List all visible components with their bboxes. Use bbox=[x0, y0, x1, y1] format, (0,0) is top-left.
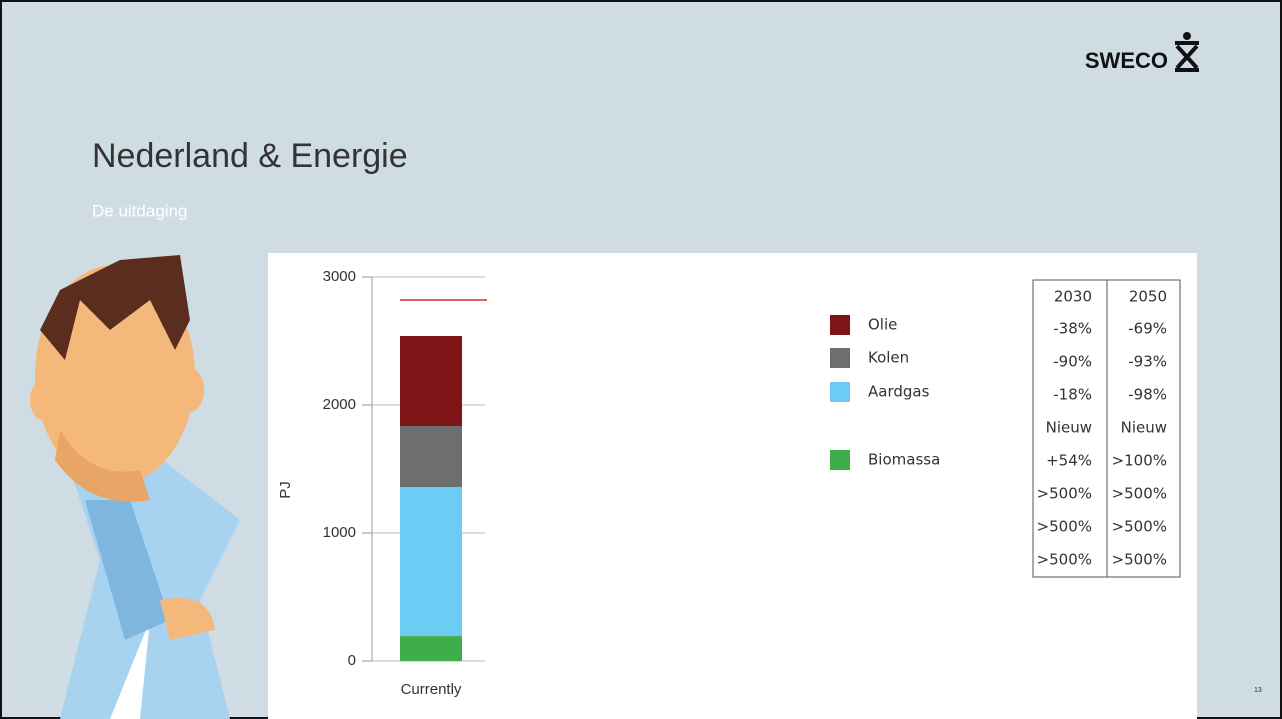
table-header: 2050 bbox=[1129, 288, 1167, 306]
table-cell: -98% bbox=[1128, 386, 1167, 404]
y-tick-label: 2000 bbox=[323, 396, 356, 413]
table-cell: -93% bbox=[1128, 353, 1167, 371]
legend-label: Olie bbox=[868, 316, 897, 334]
table-cell: Nieuw bbox=[1121, 419, 1167, 437]
slide-title: Nederland & Energie bbox=[92, 137, 408, 175]
table-cell: -90% bbox=[1053, 353, 1092, 371]
table-cell: -18% bbox=[1053, 386, 1092, 404]
legend-label: Kolen bbox=[868, 349, 909, 367]
legend-swatch bbox=[830, 382, 850, 402]
logo: SWECO bbox=[1085, 48, 1168, 73]
legend-label: Aardgas bbox=[868, 383, 930, 401]
bar-segment bbox=[400, 487, 462, 637]
bar-segment bbox=[400, 636, 462, 661]
chart: 0 1000 2000 3000 PJ Currently Olie Kolen Aardgas… bbox=[277, 268, 1181, 698]
table-cell: >500% bbox=[1112, 551, 1167, 569]
character-illustration bbox=[30, 255, 240, 719]
legend-swatch bbox=[830, 315, 850, 335]
page-number: 13 bbox=[1254, 687, 1262, 694]
table-cell: >500% bbox=[1037, 485, 1092, 503]
legend-swatch bbox=[830, 450, 850, 470]
y-axis-label: PJ bbox=[277, 481, 294, 499]
y-tick-label: 3000 bbox=[323, 268, 356, 285]
y-tick-label: 1000 bbox=[323, 524, 356, 541]
y-tick-label: 0 bbox=[348, 652, 356, 669]
slide-subtitle: De uitdaging bbox=[92, 201, 187, 220]
table-cell: -38% bbox=[1053, 320, 1092, 338]
table-cell: -69% bbox=[1128, 320, 1167, 338]
table-header: 2030 bbox=[1054, 288, 1092, 306]
bar-segment bbox=[400, 425, 462, 488]
legend-swatch bbox=[830, 348, 850, 368]
table-cell: Nieuw bbox=[1046, 419, 1092, 437]
table-cell: >500% bbox=[1112, 518, 1167, 536]
table-cell: >100% bbox=[1112, 452, 1167, 470]
table-cell: >500% bbox=[1112, 485, 1167, 503]
table-cell: >500% bbox=[1037, 518, 1092, 536]
table-cell: >500% bbox=[1037, 551, 1092, 569]
logo-icon bbox=[1175, 32, 1199, 72]
bar-segment bbox=[400, 336, 462, 426]
table-cell: +54% bbox=[1046, 452, 1092, 470]
legend-label: Biomassa bbox=[868, 451, 940, 469]
x-tick-label: Currently bbox=[401, 681, 462, 698]
